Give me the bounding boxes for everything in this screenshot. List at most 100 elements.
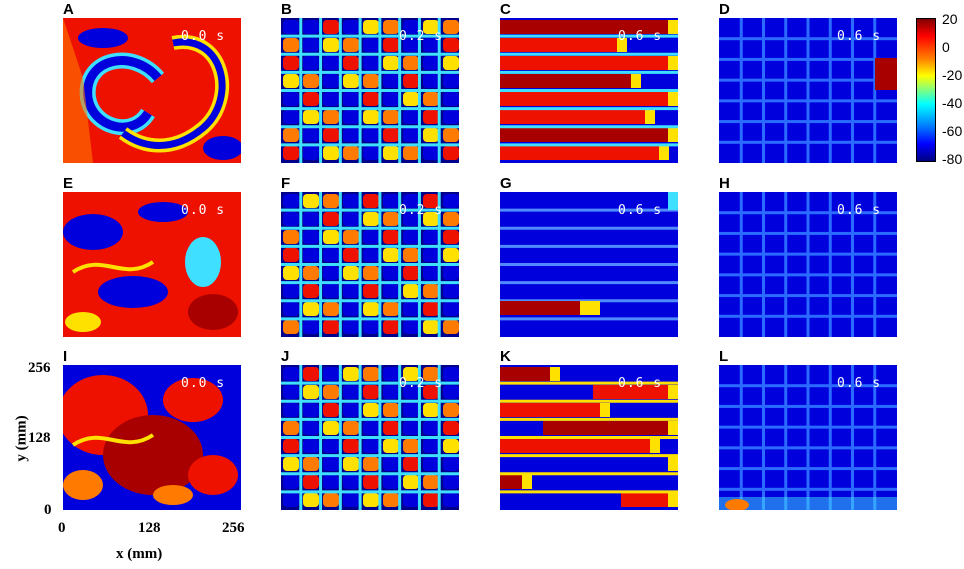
- grid-line-vertical: [851, 192, 854, 337]
- grid-line-vertical: [873, 365, 877, 510]
- x-tick-128: 128: [138, 520, 161, 536]
- grid-line-horizontal: [281, 263, 459, 266]
- grid-line-horizontal: [500, 34, 678, 38]
- panel-image: [63, 192, 241, 337]
- colorbar: [916, 18, 936, 162]
- panel-image: [63, 18, 241, 163]
- grid-line-horizontal: [719, 273, 897, 277]
- panel-a: 0.0 s: [63, 18, 241, 163]
- panel-h: 0.6 s: [719, 192, 897, 337]
- colorbar-tick: -80: [942, 151, 963, 167]
- x-tick-0: 0: [58, 520, 66, 536]
- panel-image: [63, 365, 241, 510]
- y-tick-0: 0: [44, 502, 52, 518]
- panel-b: 0.2 s: [281, 18, 459, 163]
- grid-line-horizontal: [500, 89, 678, 92]
- grid-line-horizontal: [500, 70, 678, 74]
- grid-line-horizontal: [719, 78, 897, 82]
- grid-line-horizontal: [500, 454, 678, 458]
- grid-line-horizontal: [281, 125, 459, 129]
- grid-line-vertical: [762, 18, 765, 163]
- panel-label: I: [63, 348, 68, 365]
- grid-line-horizontal: [719, 37, 897, 41]
- grid-line-horizontal: [281, 107, 459, 111]
- panel-label: G: [500, 175, 512, 192]
- grid-line-horizontal: [719, 120, 897, 124]
- panel-image: [281, 18, 459, 163]
- colorbar-tick: -40: [942, 95, 963, 111]
- grid-line-horizontal: [500, 317, 678, 321]
- grid-line-horizontal: [500, 381, 678, 385]
- grid-line-vertical: [828, 365, 832, 510]
- grid-line-horizontal: [281, 89, 459, 92]
- grid-line-horizontal: [500, 436, 678, 439]
- x-tick-256: 256: [222, 520, 245, 536]
- panel-j: 0.2 s: [281, 365, 459, 510]
- grid-line-vertical: [784, 192, 788, 337]
- grid-line-horizontal: [500, 281, 678, 285]
- time-label: 0.0 s: [181, 376, 226, 391]
- time-label: 0.6 s: [837, 203, 882, 218]
- grid-line-horizontal: [281, 317, 459, 321]
- panel-c: 0.6 s: [500, 18, 678, 163]
- time-label: 0.2 s: [399, 376, 444, 391]
- panel-label: E: [63, 175, 74, 192]
- grid-line-horizontal: [719, 384, 897, 388]
- time-label: 0.6 s: [618, 376, 663, 391]
- grid-line-horizontal: [500, 417, 678, 421]
- grid-line-horizontal: [281, 381, 459, 385]
- grid-line-horizontal: [719, 57, 897, 61]
- panel-k: 0.6 s: [500, 365, 678, 510]
- panel-label: D: [719, 1, 730, 18]
- panel-i: 0.0 s: [63, 365, 241, 510]
- panel-image: [719, 192, 897, 337]
- grid-line-vertical: [784, 18, 788, 163]
- panel-image: [281, 365, 459, 510]
- grid-line-horizontal: [500, 263, 678, 266]
- panel-image: [500, 365, 678, 510]
- time-label: 0.6 s: [618, 203, 663, 218]
- grid-line-horizontal: [281, 208, 459, 212]
- grid-line-vertical: [806, 18, 810, 163]
- grid-line-horizontal: [281, 417, 459, 421]
- grid-line-horizontal: [500, 399, 678, 403]
- panel-image: [500, 18, 678, 163]
- grid-line-vertical: [851, 18, 854, 163]
- panel-f: 0.2 s: [281, 192, 459, 337]
- grid-line-horizontal: [500, 226, 678, 230]
- panel-image: [719, 365, 897, 510]
- grid-line-horizontal: [719, 487, 897, 491]
- grid-line-vertical: [739, 365, 743, 510]
- panel-image: [719, 18, 897, 163]
- grid-line-horizontal: [719, 425, 897, 429]
- colorbar-tick: 20: [942, 11, 958, 27]
- grid-line-horizontal: [281, 244, 459, 248]
- panel-d: 0.6 s: [719, 18, 897, 163]
- grid-line-vertical: [762, 365, 765, 510]
- grid-line-vertical: [828, 192, 832, 337]
- grid-line-horizontal: [500, 125, 678, 129]
- grid-line-horizontal: [281, 454, 459, 458]
- grid-line-vertical: [828, 18, 832, 163]
- grid-line-horizontal: [500, 52, 678, 56]
- grid-line-horizontal: [281, 490, 459, 494]
- panel-image: [281, 192, 459, 337]
- grid-line-vertical: [806, 365, 810, 510]
- grid-line-horizontal: [719, 211, 897, 215]
- grid-line-vertical: [784, 365, 788, 510]
- grid-line-horizontal: [281, 472, 459, 476]
- time-label: 0.2 s: [399, 29, 444, 44]
- y-tick-128: 128: [28, 430, 51, 446]
- y-tick-256: 256: [28, 360, 51, 376]
- grid-line-vertical: [806, 192, 810, 337]
- grid-line-horizontal: [281, 70, 459, 74]
- panel-label: F: [281, 175, 291, 192]
- grid-line-horizontal: [719, 140, 897, 144]
- panel-e: 0.0 s: [63, 192, 241, 337]
- panel-label: L: [719, 348, 729, 365]
- grid-line-horizontal: [500, 244, 678, 248]
- panel-label: B: [281, 1, 292, 18]
- grid-line-horizontal: [281, 299, 459, 303]
- time-label: 0.6 s: [837, 29, 882, 44]
- grid-line-horizontal: [281, 143, 459, 147]
